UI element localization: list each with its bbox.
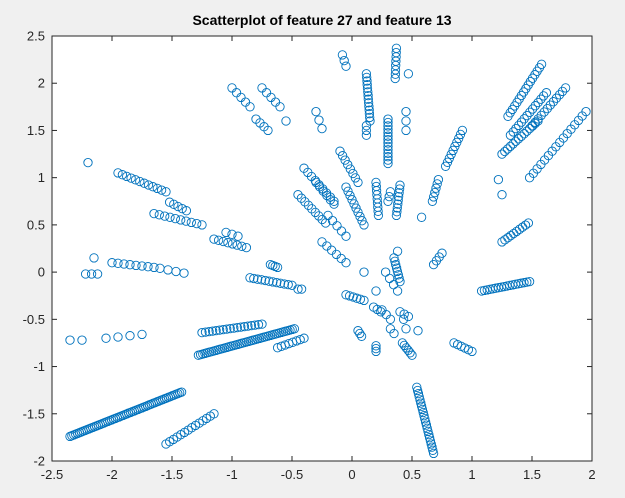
y-tick-label: 0.5 — [27, 217, 45, 232]
x-tick-label: -1.5 — [161, 467, 183, 482]
y-tick-label: -0.5 — [23, 312, 45, 327]
y-tick-label: -1 — [33, 359, 45, 374]
x-tick-label: 2 — [588, 467, 595, 482]
y-tick-label: -1.5 — [23, 406, 45, 421]
x-tick-label: -1 — [226, 467, 238, 482]
plot-area — [52, 36, 592, 461]
y-tick-label: -2 — [33, 454, 45, 469]
x-tick-label: -2 — [106, 467, 118, 482]
y-tick-label: 2.5 — [27, 29, 45, 44]
y-tick-label: 1.5 — [27, 123, 45, 138]
x-tick-label: -0.5 — [281, 467, 303, 482]
y-tick-label: 1 — [38, 170, 45, 185]
y-tick-label: 0 — [38, 265, 45, 280]
x-tick-label: 0 — [348, 467, 355, 482]
x-tick-label: 0.5 — [403, 467, 421, 482]
x-tick-label: -2.5 — [41, 467, 63, 482]
y-tick-label: 2 — [38, 76, 45, 91]
x-tick-label: 1 — [468, 467, 475, 482]
chart-title: Scatterplot of feature 27 and feature 13 — [192, 12, 451, 28]
x-tick-label: 1.5 — [523, 467, 541, 482]
